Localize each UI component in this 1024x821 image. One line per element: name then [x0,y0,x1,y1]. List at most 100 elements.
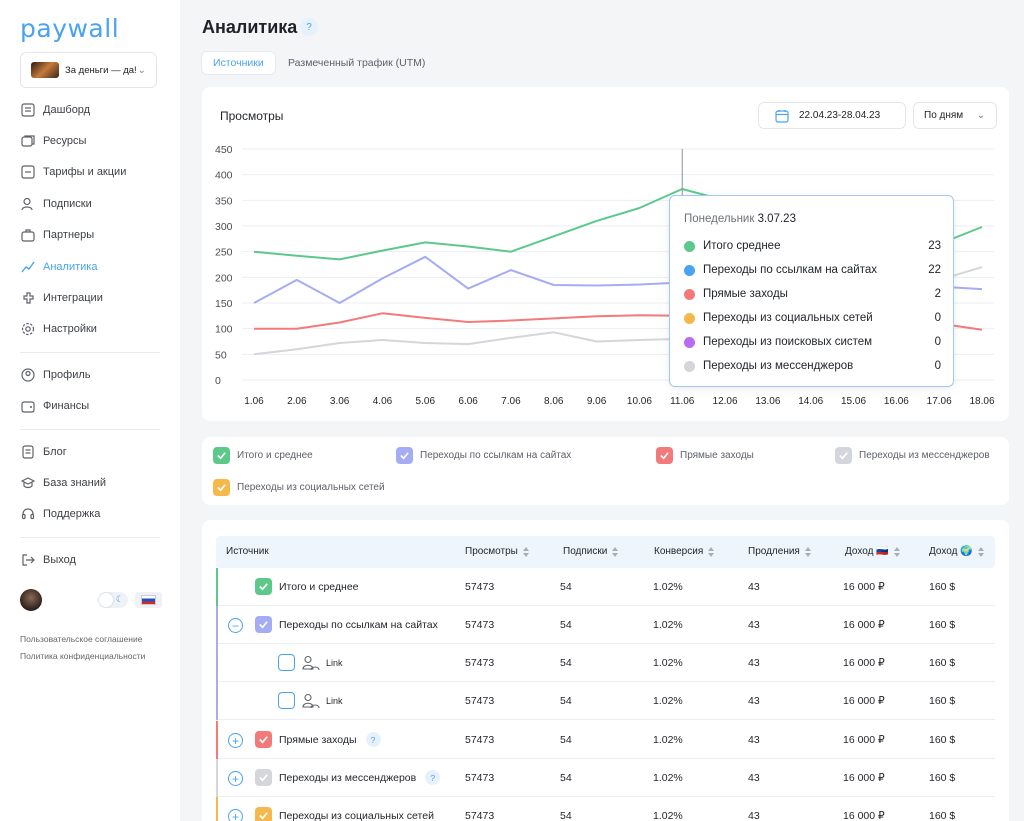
sort-icon [977,546,984,557]
col-renewals[interactable]: Продления [748,546,811,557]
row-label[interactable]: Link [326,695,343,706]
nav-partners[interactable]: Партнеры [20,224,94,246]
tooltip-row: Переходы из мессенджеров 0 [684,358,941,374]
logout-button[interactable]: Выход [20,549,76,571]
theme-toggle[interactable]: ☾ [98,592,128,608]
col-subscriptions[interactable]: Подписки [563,546,619,557]
col-source-label: Источник [226,546,269,557]
row-color-bar [216,721,218,759]
help-icon[interactable]: ? [300,18,318,36]
legend-card [202,437,1009,505]
moon-icon: ☾ [115,594,124,604]
cell-renewals: 43 [748,695,760,707]
row-label: Переходы по ссылкам на сайтах [279,618,438,631]
checkbox-checked[interactable] [213,479,230,496]
x-tick-label: 7.06 [501,396,521,407]
cell-renewals: 43 [748,734,760,746]
tab-sources[interactable]: Источники [202,52,275,74]
nav-analytics[interactable]: Аналитика [20,256,97,278]
cell-renewals: 43 [748,772,760,784]
checkbox-checked[interactable] [396,447,413,464]
checkbox-unchecked[interactable] [278,654,295,671]
tab-utm[interactable]: Размеченный трафик (UTM) [288,57,426,69]
legend-item-total[interactable]: Итого и среднее [213,447,313,464]
tooltip-value: 0 [934,336,941,348]
checkbox-checked[interactable] [255,616,272,633]
legend-label: Переходы по ссылкам на сайтах [420,450,572,461]
nav-blog-label: Блог [43,446,67,458]
sort-icon [708,546,715,557]
checkbox-checked[interactable] [255,578,272,595]
row-label: Переходы из социальных сетей [279,809,434,821]
language-selector[interactable] [135,592,162,608]
col-views[interactable]: Просмотры [465,546,529,557]
legend-item-direct[interactable]: Прямые заходы [656,447,754,464]
checkbox-checked[interactable] [255,731,272,748]
col-income-world[interactable]: Доход 🌍 [929,546,984,557]
nav-finance[interactable]: Финансы [20,395,89,417]
col-renewals-label: Продления [748,546,800,557]
checkbox-checked[interactable] [255,807,272,821]
period-value: По дням [924,110,964,121]
tariffs-icon [20,164,36,180]
row-color-bar [216,682,218,720]
tooltip-date: 3.07.23 [757,213,796,225]
chart-tooltip: Понедельник 3.07.23 Итого среднее 23 Пере… [669,195,954,387]
nav-support[interactable]: Поддержка [20,503,100,525]
expand-icon[interactable]: + [228,809,243,821]
user-agreement-link[interactable]: Пользовательское соглашение [20,634,143,644]
checkbox-checked[interactable] [255,769,272,786]
row-source: Итого и среднее [255,578,359,595]
tooltip-row: Прямые заходы 2 [684,286,941,302]
cell-views: 57473 [465,810,495,821]
resources-icon [20,133,36,149]
cell-income-rub: 16 000 ₽ [843,695,885,707]
nav-settings[interactable]: Настройки [20,318,97,340]
collapse-icon[interactable]: − [228,618,243,633]
sort-icon [893,546,900,557]
table-row: + Переходы из мессенджеров ? 57473 54 1.… [216,759,995,797]
legend-label: Переходы из мессенджеров [859,450,990,461]
cell-renewals: 43 [748,619,760,631]
row-label[interactable]: Link [326,657,343,668]
y-tick-label: 450 [215,144,233,156]
nav-resources[interactable]: Ресурсы [20,130,86,152]
nav-tariffs[interactable]: Тарифы и акции [20,161,126,183]
project-thumbnail [31,62,59,78]
legend-item-social[interactable]: Переходы из социальных сетей [213,479,385,496]
nav-subscriptions[interactable]: Подписки [20,193,92,215]
integrations-icon [20,290,36,306]
nav-integrations[interactable]: Интеграции [20,287,103,309]
expand-icon[interactable]: + [228,771,243,786]
legend-item-links[interactable]: Переходы по ссылкам на сайтах [396,447,571,464]
nav-blog[interactable]: Блог [20,441,67,463]
table-row: Итого и среднее 57473 54 1.02% 43 16 000… [216,568,995,606]
checkbox-checked[interactable] [835,447,852,464]
table-row: + Переходы из социальных сетей 57473 54 … [216,797,995,821]
checkbox-unchecked[interactable] [278,692,295,709]
nav-dashboard[interactable]: Дашборд [20,99,90,121]
help-icon[interactable]: ? [425,770,441,785]
project-selector[interactable]: За деньги — да! ⌄ [20,52,157,88]
cell-subscriptions: 54 [560,810,572,821]
checkbox-checked[interactable] [656,447,673,464]
date-range-picker[interactable]: 22.04.23-28.04.23 [758,102,906,129]
period-select[interactable]: По дням ⌄ [913,102,997,129]
col-income-rub-label: Доход 🇷🇺 [845,546,889,557]
checkbox-checked[interactable] [213,447,230,464]
legend-item-messengers[interactable]: Переходы из мессенджеров [835,447,990,464]
help-icon[interactable]: ? [365,732,381,747]
avatar[interactable] [20,589,42,611]
nav-knowledge-base[interactable]: База знаний [20,472,106,494]
privacy-policy-link[interactable]: Политика конфиденциальности [20,651,146,661]
cell-income-rub: 16 000 ₽ [843,772,885,784]
nav-profile[interactable]: Профиль [20,364,91,386]
expand-icon[interactable]: + [228,733,243,748]
col-conversion[interactable]: Конверсия [654,546,715,557]
nav-knowledge-base-label: База знаний [43,477,107,489]
date-range-value: 22.04.23-28.04.23 [799,110,881,121]
col-income-rub[interactable]: Доход 🇷🇺 [845,546,900,557]
settings-icon [20,321,36,337]
profile-icon [20,367,36,383]
